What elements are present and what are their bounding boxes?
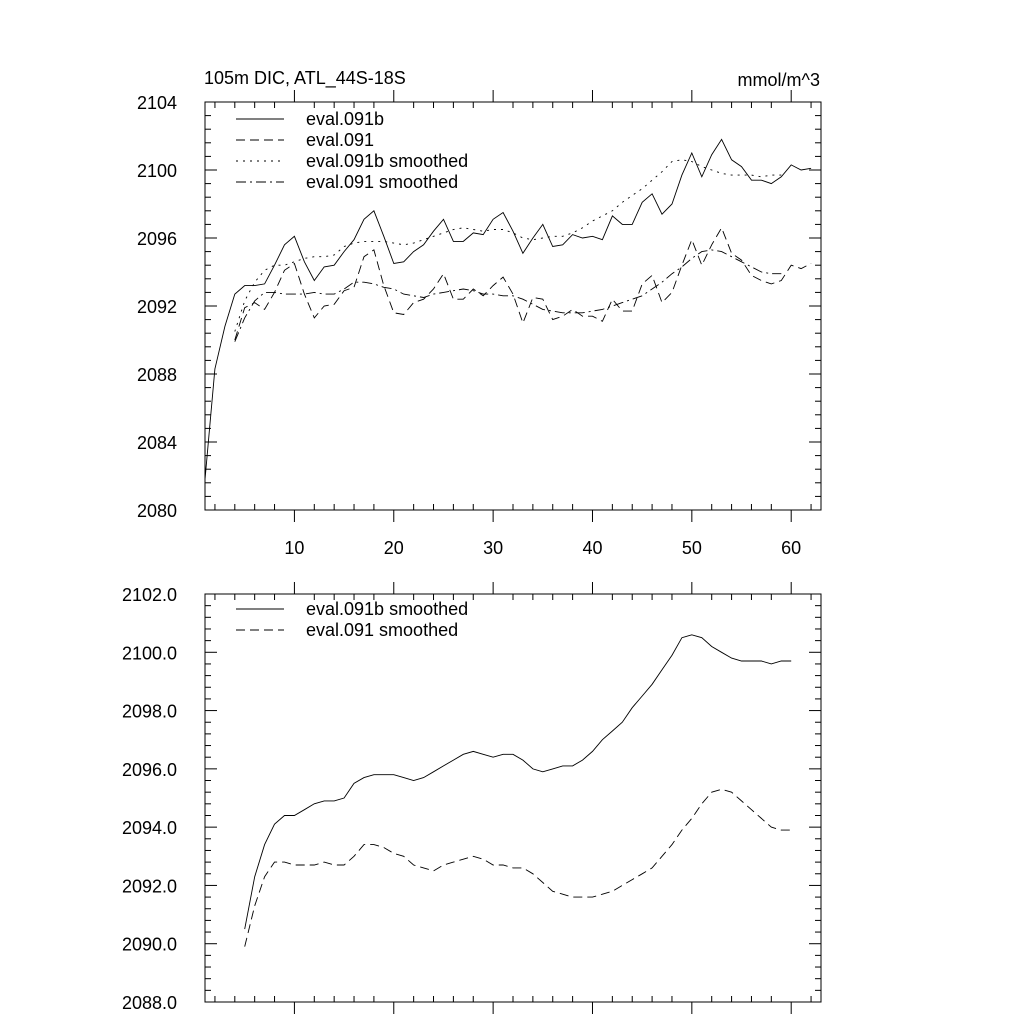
legend-label: eval.091b smoothed [306, 599, 468, 619]
top-series-group [204, 138, 812, 480]
legend-label: eval.091b [306, 109, 384, 129]
legend-label: eval.091 [306, 130, 374, 150]
legend-label: eval.091 smoothed [306, 620, 458, 640]
units-label: mmol/m^3 [738, 70, 820, 90]
top-chart-panel: 105m DIC, ATL_44S-18S mmol/m^3 10 20 30 40 5… [137, 68, 822, 558]
y-tick-label: 2096.0 [122, 760, 177, 780]
bottom-axis-ticks: 2088.0 2090.0 2092.0 2094.0 2096.0 2098.0 2100… [122, 582, 821, 1014]
top-plot-frame [204, 101, 822, 511]
x-tick-label: 50 [682, 538, 702, 558]
bottom-chart-panel: 2088.0 2090.0 2092.0 2094.0 2096.0 2098.0 2100… [122, 582, 822, 1014]
series-line-solid [204, 138, 812, 480]
x-tick-label: 10 [284, 538, 304, 558]
top-axis-ticks: 10 20 30 40 50 60 2080 2084 2088 2092 2096 2100 2104 [137, 90, 821, 558]
series-line-solid [244, 634, 792, 930]
y-tick-label: 2100 [137, 161, 177, 181]
bottom-plot-frame [204, 593, 822, 1003]
y-tick-label: 2098.0 [122, 702, 177, 722]
y-tick-label: 2096 [137, 229, 177, 249]
y-tick-label: 2094.0 [122, 818, 177, 838]
bottom-series-group [244, 634, 792, 947]
y-tick-label: 2088.0 [122, 993, 177, 1013]
x-tick-label: 30 [483, 538, 503, 558]
y-tick-label: 2080 [137, 501, 177, 521]
series-line-dashed [244, 788, 792, 947]
x-tick-label: 60 [781, 538, 801, 558]
y-tick-label: 2104 [137, 93, 177, 113]
series-line-dotted [234, 159, 782, 332]
y-tick-label: 2090.0 [122, 935, 177, 955]
x-tick-label: 40 [582, 538, 602, 558]
y-tick-label: 2084 [137, 433, 177, 453]
x-tick-label: 20 [384, 538, 404, 558]
series-line-dashdot [234, 249, 782, 342]
legend-label: eval.091b smoothed [306, 151, 468, 171]
y-tick-label: 2092 [137, 297, 177, 317]
series-line-dashed [234, 226, 812, 341]
legend-label: eval.091 smoothed [306, 172, 458, 192]
chart-title: 105m DIC, ATL_44S-18S [204, 68, 406, 89]
y-tick-label: 2088 [137, 365, 177, 385]
y-tick-label: 2092.0 [122, 876, 177, 896]
y-tick-label: 2100.0 [122, 643, 177, 663]
y-tick-label: 2102.0 [122, 585, 177, 605]
